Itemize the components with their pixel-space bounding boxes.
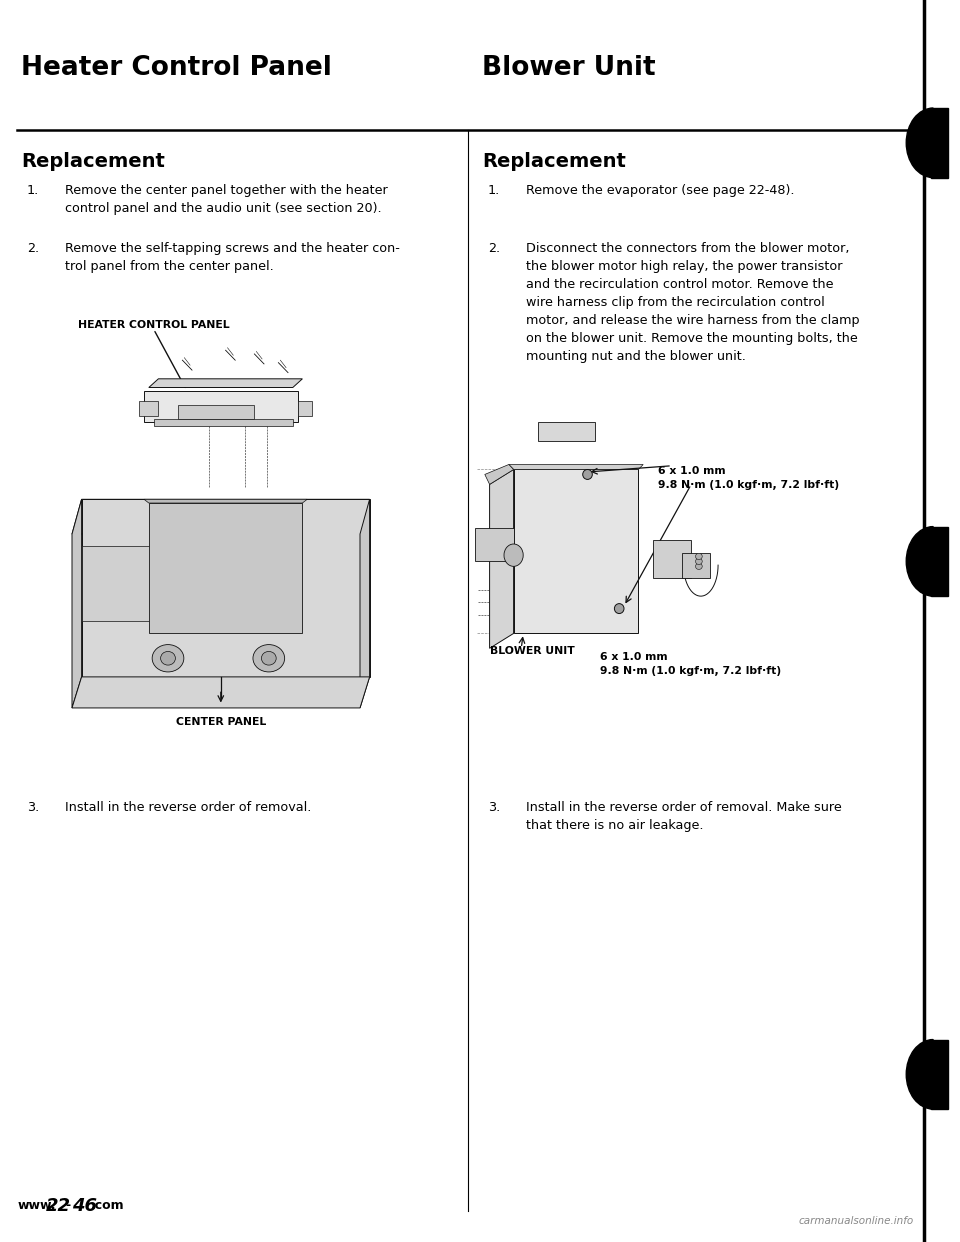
Text: 3.: 3. [488, 801, 500, 814]
Text: Remove the center panel together with the heater
control panel and the audio uni: Remove the center panel together with th… [65, 184, 388, 215]
Text: 2.: 2. [488, 242, 500, 255]
Polygon shape [682, 553, 710, 578]
Text: carmanualsonline.info: carmanualsonline.info [799, 1216, 914, 1226]
Text: 1.: 1. [27, 184, 39, 196]
Text: Disconnect the connectors from the blower motor,
the blower motor high relay, th: Disconnect the connectors from the blowe… [526, 242, 860, 363]
Polygon shape [178, 405, 254, 419]
Ellipse shape [583, 469, 592, 479]
Wedge shape [906, 527, 933, 596]
Ellipse shape [261, 651, 276, 666]
Polygon shape [72, 499, 82, 708]
Polygon shape [144, 499, 307, 503]
Text: 46: 46 [72, 1197, 97, 1215]
Text: 22: 22 [46, 1197, 71, 1215]
Polygon shape [490, 469, 514, 648]
Bar [931, 527, 948, 596]
Polygon shape [144, 391, 298, 422]
Polygon shape [360, 499, 370, 708]
Ellipse shape [160, 651, 176, 666]
Text: Replacement: Replacement [21, 152, 165, 170]
Bar [931, 1040, 948, 1109]
Polygon shape [139, 401, 158, 416]
Text: Install in the reverse order of removal.: Install in the reverse order of removal. [65, 801, 312, 814]
Polygon shape [653, 540, 691, 578]
Polygon shape [82, 546, 149, 621]
Polygon shape [149, 503, 302, 633]
Polygon shape [514, 469, 638, 633]
Text: 3.: 3. [27, 801, 39, 814]
Text: -: - [65, 1200, 70, 1212]
Text: 6 x 1.0 mm
9.8 N·m (1.0 kgf·m, 7.2 lbf·ft): 6 x 1.0 mm 9.8 N·m (1.0 kgf·m, 7.2 lbf·f… [600, 652, 781, 676]
Ellipse shape [504, 544, 523, 566]
Text: Remove the evaporator (see page 22-48).: Remove the evaporator (see page 22-48). [526, 184, 795, 196]
Ellipse shape [614, 604, 624, 614]
Polygon shape [72, 499, 370, 534]
Text: 6 x 1.0 mm
9.8 N·m (1.0 kgf·m, 7.2 lbf·ft): 6 x 1.0 mm 9.8 N·m (1.0 kgf·m, 7.2 lbf·f… [658, 466, 839, 489]
Polygon shape [154, 419, 293, 426]
Text: Blower Unit: Blower Unit [482, 56, 656, 81]
Ellipse shape [695, 564, 703, 569]
Polygon shape [475, 528, 514, 561]
Text: 2.: 2. [27, 242, 39, 255]
Text: .com: .com [91, 1200, 125, 1212]
Text: HEATER CONTROL PANEL: HEATER CONTROL PANEL [78, 320, 229, 330]
Ellipse shape [253, 645, 284, 672]
Polygon shape [538, 422, 595, 441]
Polygon shape [485, 465, 514, 484]
Text: Heater Control Panel: Heater Control Panel [21, 56, 332, 81]
Bar [931, 108, 948, 178]
Text: BLOWER UNIT: BLOWER UNIT [490, 646, 574, 656]
Polygon shape [72, 677, 370, 708]
Text: Replacement: Replacement [482, 152, 626, 170]
Polygon shape [82, 499, 370, 677]
Wedge shape [906, 108, 933, 178]
Wedge shape [906, 1040, 933, 1109]
Text: Remove the self-tapping screws and the heater con-
trol panel from the center pa: Remove the self-tapping screws and the h… [65, 242, 400, 273]
Text: Install in the reverse order of removal. Make sure
that there is no air leakage.: Install in the reverse order of removal.… [526, 801, 842, 832]
Polygon shape [509, 465, 643, 469]
Ellipse shape [695, 558, 703, 564]
Polygon shape [298, 401, 312, 416]
Ellipse shape [152, 645, 184, 672]
Ellipse shape [695, 553, 703, 559]
Polygon shape [149, 379, 302, 388]
Text: CENTER PANEL: CENTER PANEL [176, 717, 266, 727]
Text: www.: www. [17, 1200, 56, 1212]
Text: 1.: 1. [488, 184, 500, 196]
